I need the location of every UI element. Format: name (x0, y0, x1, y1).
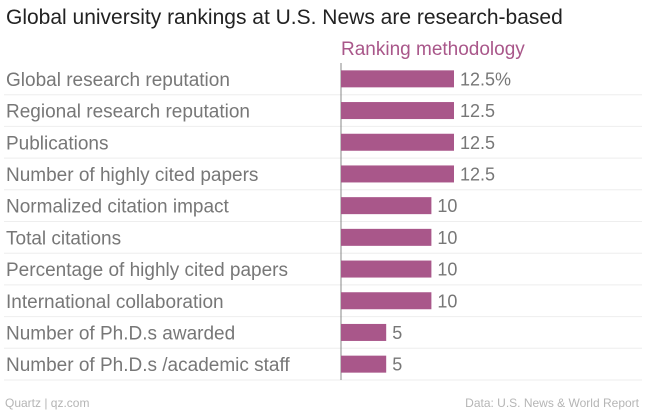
category-label: Publications (6, 133, 108, 154)
labels: Global research reputation 12.5% Regional … (6, 69, 511, 376)
chart-title: Global university rankings at U.S. News … (6, 6, 563, 29)
bar (341, 260, 432, 278)
footer-source: Data: U.S. News & World Report (465, 396, 639, 410)
value-label: 12.5 (460, 101, 495, 121)
value-label: 10 (437, 196, 457, 216)
value-label: 12.5 (460, 164, 495, 184)
bar (341, 70, 454, 88)
value-label: 10 (437, 228, 457, 248)
value-label: 12.5% (460, 69, 511, 89)
bar (341, 197, 432, 215)
value-label: 10 (437, 260, 457, 280)
category-label: Number of Ph.D.s awarded (6, 323, 235, 344)
bar (341, 323, 387, 341)
footer-credit: Quartz | qz.com (5, 396, 90, 410)
gridlines (4, 94, 642, 381)
series-legend-label: Ranking methodology (341, 39, 525, 60)
category-label: Regional research reputation (6, 102, 250, 123)
category-label: Total citations (6, 228, 121, 249)
bar (341, 355, 387, 373)
value-label: 10 (437, 291, 457, 311)
bar (341, 165, 454, 183)
bars (341, 70, 454, 373)
bar (341, 292, 432, 310)
value-label: 5 (392, 355, 402, 375)
category-label: Percentage of highly cited papers (6, 260, 288, 281)
bar (341, 133, 454, 151)
value-label: 5 (392, 323, 402, 343)
category-label: Global research reputation (6, 70, 230, 91)
category-label: Number of highly cited papers (6, 165, 258, 186)
category-label: Number of Ph.D.s /academic staff (6, 355, 290, 376)
bar (341, 102, 454, 120)
category-label: Normalized citation impact (6, 197, 230, 218)
category-label: International collaboration (6, 292, 224, 313)
bar (341, 228, 432, 246)
value-label: 12.5 (460, 133, 495, 153)
